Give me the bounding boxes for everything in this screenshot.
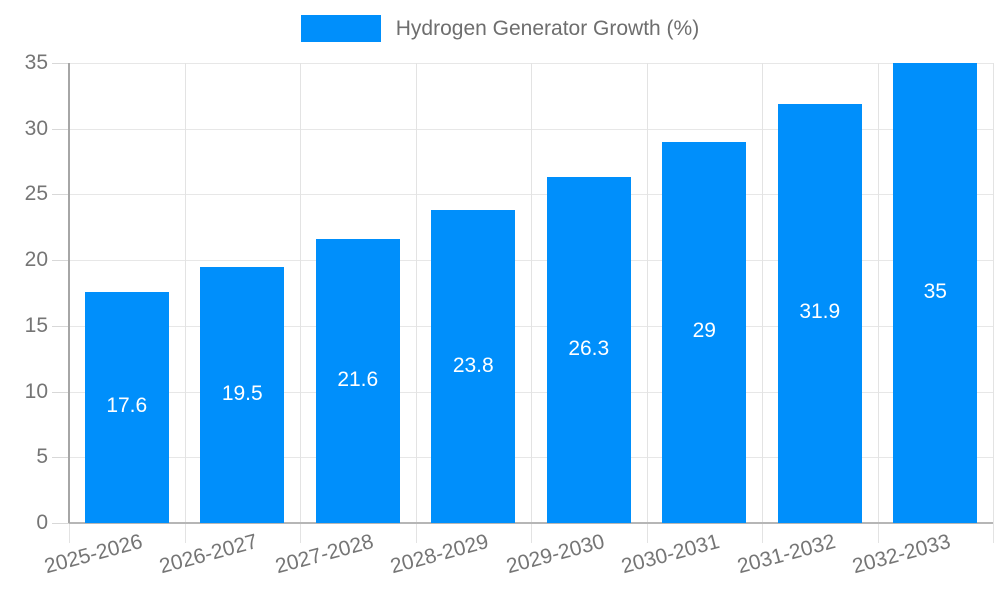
- y-axis-tick: [52, 63, 69, 64]
- x-gridline: [531, 63, 532, 543]
- bar[interactable]: [315, 239, 400, 523]
- x-gridline: [646, 63, 648, 543]
- bar[interactable]: [893, 63, 978, 523]
- x-gridline: [184, 63, 186, 543]
- y-axis-tick-label: 0: [36, 511, 48, 534]
- bar-value-label: 17.6: [106, 394, 148, 418]
- bar-value-label: 19.5: [221, 381, 263, 405]
- y-axis-tick: [52, 391, 69, 393]
- bar-value-label: 21.6: [337, 368, 379, 392]
- x-gridline: [762, 63, 763, 543]
- y-axis-tick: [52, 325, 69, 327]
- bar[interactable]: [546, 177, 631, 523]
- x-axis-line: [69, 522, 993, 524]
- bar[interactable]: [431, 210, 516, 523]
- bar-value-label: 35: [923, 280, 947, 303]
- legend-label: Hydrogen Generator Growth (%): [395, 16, 700, 40]
- bar-value-label: 23.8: [452, 353, 494, 377]
- legend[interactable]: Hydrogen Generator Growth (%): [0, 15, 1000, 42]
- y-axis-tick-label: 25: [24, 182, 48, 206]
- x-axis-tick: [69, 523, 70, 543]
- y-axis-tick-label: 10: [24, 379, 48, 403]
- bar[interactable]: [84, 291, 169, 523]
- bar[interactable]: [662, 141, 747, 523]
- y-axis-tick-label: 20: [24, 248, 48, 272]
- bar-value-label: 29: [692, 319, 716, 343]
- y-axis-line: [68, 63, 70, 523]
- y-axis-tick-label: 30: [24, 116, 48, 140]
- x-gridline: [415, 63, 417, 543]
- bar[interactable]: [777, 103, 862, 523]
- y-axis-tick: [52, 457, 69, 459]
- bar-value-label: 31.9: [799, 300, 841, 324]
- y-axis-tick-label: 5: [36, 445, 48, 469]
- x-gridline: [993, 63, 994, 543]
- legend-swatch-icon: [300, 15, 381, 42]
- y-axis-tick: [52, 194, 69, 196]
- y-axis-tick-label: 15: [24, 313, 48, 337]
- x-gridline: [877, 63, 879, 543]
- y-axis-tick-label: 35: [24, 51, 48, 74]
- bar[interactable]: [200, 266, 285, 523]
- y-axis-tick: [52, 523, 69, 524]
- y-axis-tick: [52, 128, 69, 130]
- x-gridline: [300, 63, 301, 543]
- y-axis-tick: [52, 260, 69, 262]
- bar-value-label: 26.3: [568, 337, 610, 361]
